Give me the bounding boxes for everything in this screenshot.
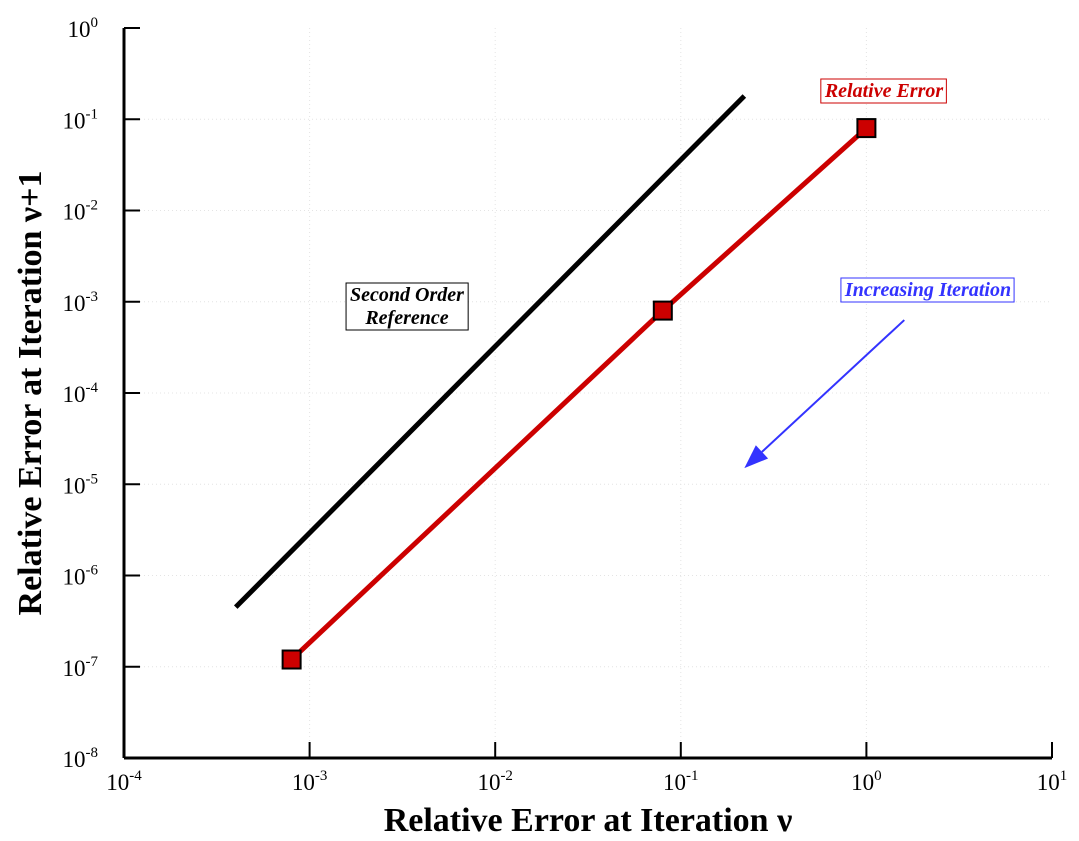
x-axis-title: Relative Error at Iteration ν [384,802,793,839]
y-tick-label: 100 [68,15,99,42]
second-order-reference-label-line1: Second Order [350,284,464,306]
relative-error-label: Relative Error [824,80,944,102]
x-tick-label: 10-4 [106,768,142,795]
y-tick-label: 10-1 [63,106,99,133]
y-tick-label: 10-3 [63,289,99,316]
relative-error-label-box [820,78,947,104]
x-tick-label: 10-2 [477,768,513,795]
relative-error-marker [652,300,673,321]
annotations: Relative Error Second Order Reference In… [345,78,1015,331]
y-tick-label: 10-2 [63,198,99,225]
y-tick-label: 10-8 [63,745,99,772]
y-tick-label: 10-7 [63,654,99,681]
relative-error-marker [856,118,877,139]
relative-error-marker [281,649,302,670]
arrow-head [744,445,769,469]
y-axis-title: Relative Error at Iteration ν+1 [12,171,49,616]
gridlines [124,28,1052,758]
series-layer [233,94,877,670]
y-ticks: 10-8 10-7 10-6 10-5 10-4 10-3 10-2 10-1 100 [63,15,140,772]
second-order-reference-label-box [345,282,469,331]
y-tick-label: 10-6 [63,563,99,590]
arrow-shaft [761,319,905,453]
x-ticks: 10-4 10-3 10-2 10-1 100 101 [106,742,1067,795]
x-tick-label: 100 [851,768,882,795]
y-tick-label: 10-4 [63,380,99,407]
increasing-iteration-label: Increasing Iteration [844,279,1011,301]
x-tick-label: 10-1 [663,768,699,795]
second-order-reference-line [233,94,747,609]
x-tick-label: 101 [1037,768,1068,795]
increasing-iteration-arrow [744,319,905,469]
x-tick-label: 10-3 [292,768,328,795]
second-order-reference-label-line2: Reference [364,307,448,329]
increasing-iteration-label-box [840,277,1015,303]
y-tick-label: 10-5 [63,471,99,498]
relative-error-line [289,126,869,662]
